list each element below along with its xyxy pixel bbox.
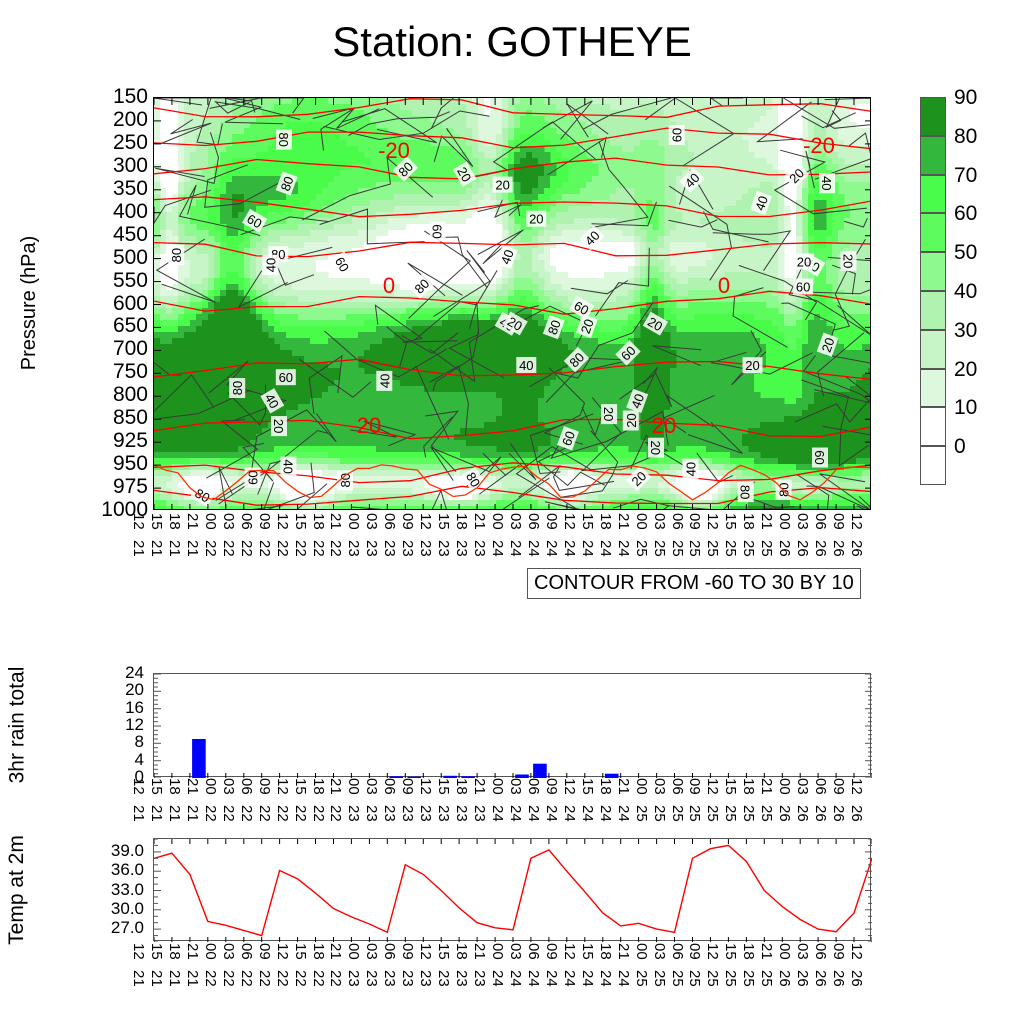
svg-text:-20: -20	[378, 138, 410, 163]
svg-text:20: 20	[797, 255, 811, 270]
svg-text:40: 40	[377, 374, 392, 388]
svg-text:20: 20	[648, 440, 663, 454]
svg-text:20: 20	[357, 413, 381, 438]
svg-text:40: 40	[819, 176, 834, 190]
svg-text:20: 20	[495, 178, 509, 193]
svg-text:20: 20	[529, 212, 543, 227]
svg-text:-20: -20	[803, 133, 835, 158]
svg-text:40: 40	[280, 459, 295, 473]
svg-text:40: 40	[263, 258, 278, 272]
svg-text:40: 40	[684, 462, 699, 476]
svg-text:0: 0	[718, 273, 730, 298]
svg-text:60: 60	[670, 128, 685, 142]
svg-text:60: 60	[279, 370, 293, 385]
svg-text:20: 20	[652, 413, 676, 438]
svg-text:20: 20	[271, 419, 286, 433]
svg-text:80: 80	[276, 132, 291, 146]
svg-text:20: 20	[841, 254, 856, 268]
svg-text:80: 80	[169, 248, 184, 262]
svg-text:20: 20	[745, 358, 759, 373]
svg-text:60: 60	[812, 450, 827, 464]
svg-text:80: 80	[738, 485, 753, 499]
svg-text:20: 20	[624, 413, 639, 427]
svg-text:80: 80	[230, 381, 245, 395]
svg-text:60: 60	[430, 224, 445, 238]
svg-text:0: 0	[383, 273, 395, 298]
svg-text:40: 40	[519, 358, 533, 373]
svg-text:20: 20	[601, 407, 616, 421]
svg-text:60: 60	[796, 280, 810, 295]
